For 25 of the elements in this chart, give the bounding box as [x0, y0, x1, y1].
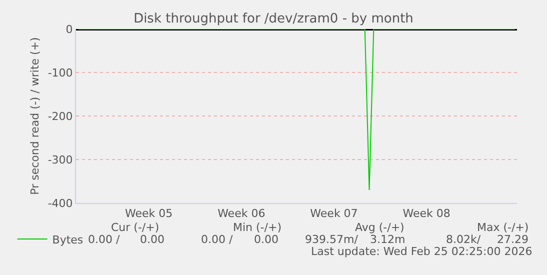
text: 0.00 / [88, 233, 120, 246]
text: Cur (-/+) [111, 221, 160, 234]
x-tick-label: Week 05 [124, 207, 173, 220]
text: 27.29 [497, 233, 528, 246]
text: Max (-/+) [477, 221, 529, 234]
text: Min (-/+) [233, 221, 282, 234]
y-axis-title: Pr second read (-) / write (+) [28, 37, 42, 195]
x-tick-label: Week 06 [218, 207, 266, 220]
text: 939.57m/ [305, 233, 358, 246]
x-tick-label: Week 07 [310, 207, 358, 220]
y-tick-label: 0 [66, 22, 73, 36]
legend-label: Bytes [52, 233, 84, 246]
text: 0.00 [254, 233, 278, 246]
x-tick-label: Week 08 [402, 207, 450, 220]
chart-title: Disk throughput for /dev/zram0 - by month [134, 12, 414, 27]
text: 8.02k/ [446, 233, 481, 246]
y-tick-label: -400 [48, 196, 73, 210]
y-tick-label: -200 [48, 110, 73, 123]
y-tick-label: -300 [48, 153, 73, 166]
text: 0.00 [140, 233, 164, 246]
text: 3.12m [370, 233, 406, 246]
text: 0.00 / [201, 233, 233, 246]
y-tick-label: -100 [48, 66, 73, 80]
text: Last update: Wed Feb 25 02:25:00 2026 [311, 245, 532, 258]
text: Avg (-/+) [355, 221, 404, 234]
